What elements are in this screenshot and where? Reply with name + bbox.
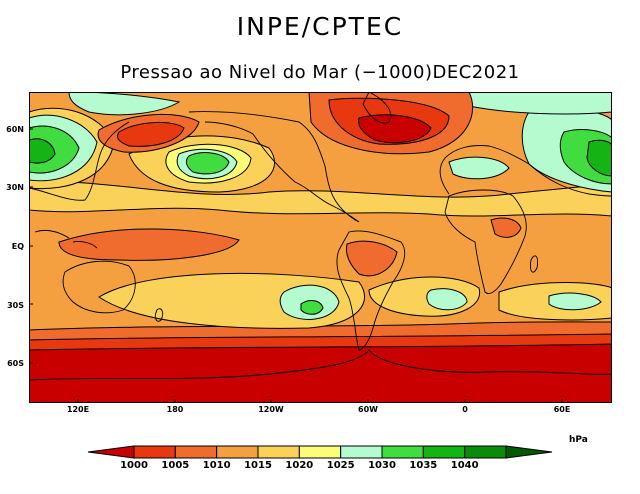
legend-swatch (174, 445, 218, 459)
chart-title: Pressao ao Nivel do Mar (−1000)DEC2021 (120, 62, 520, 83)
legend-level-label: 1030 (368, 460, 396, 471)
coast-africa (444, 189, 527, 295)
field-africa-low (490, 217, 522, 238)
color-legend (87, 445, 553, 459)
legend-swatch (340, 445, 383, 459)
lat-label-60n: 60N (6, 125, 24, 134)
coastlines (29, 92, 612, 381)
field-satl-1025 (426, 288, 468, 311)
legend-swatch (133, 445, 176, 459)
frame (29, 92, 612, 403)
legend-unit: hPa (569, 435, 588, 445)
lat-label-30n: 30N (6, 183, 24, 192)
legend-swatch (381, 445, 424, 459)
legend-level-label: 1005 (161, 460, 190, 471)
field-asia-1035 (29, 138, 56, 164)
field-sind-1025 (548, 292, 602, 311)
coast-east-asia (29, 121, 130, 201)
legend-arrow-low (87, 445, 135, 459)
coast-madagascar (530, 255, 538, 273)
coast-new-zealand (154, 308, 164, 322)
field-spac-1030 (300, 300, 324, 315)
pressure-map (29, 92, 612, 403)
coast-asia (528, 163, 612, 197)
tick-marks (29, 128, 563, 403)
legend-level-label: 1000 (120, 460, 148, 471)
coast-south-america (336, 230, 406, 351)
legend-swatch (464, 445, 507, 459)
legend-swatch (216, 445, 259, 459)
field-eurasia-1035 (586, 139, 612, 177)
lon-label-120w: 120W (258, 405, 284, 414)
legend-level-label: 1015 (244, 460, 272, 471)
field-tropical-low (58, 228, 240, 261)
lon-label-60w: 60W (358, 405, 378, 414)
lon-label-180: 180 (166, 405, 184, 414)
legend-arrow-high (505, 445, 553, 459)
coast-indonesia (34, 229, 98, 249)
field-arctic-high (68, 92, 181, 116)
coast-greenland (362, 92, 392, 124)
field-med-high (448, 156, 510, 180)
coast-antarctica (29, 349, 612, 381)
legend-level-label: 1025 (326, 460, 355, 471)
lat-label-eq: EQ (11, 242, 24, 251)
lat-label-60s: 60S (7, 359, 24, 368)
coast-europe (439, 145, 530, 195)
lon-label-0: 0 (462, 405, 468, 414)
lon-label-60e: 60E (553, 405, 571, 414)
field-aleut-low-1005 (116, 121, 185, 147)
field-south-1000 (29, 343, 612, 403)
field-natl-low-1000 (358, 114, 432, 144)
legend-swatch (298, 445, 342, 459)
legend-level-label: 1010 (202, 460, 231, 471)
lat-label-30s: 30S (7, 301, 24, 310)
coast-north-america (188, 111, 360, 223)
legend-swatch (422, 445, 466, 459)
field-npac-1030 (185, 152, 230, 175)
legend-level-label: 1035 (409, 460, 438, 471)
legend-level-label: 1020 (285, 460, 314, 471)
lon-label-120e: 120E (66, 405, 90, 414)
legend-level-label: 1040 (450, 460, 479, 471)
agency-title: INPE/CPTEC (236, 12, 404, 41)
field-samerica-low (346, 240, 398, 277)
coast-australia (62, 260, 136, 314)
legend-swatch (257, 445, 300, 459)
